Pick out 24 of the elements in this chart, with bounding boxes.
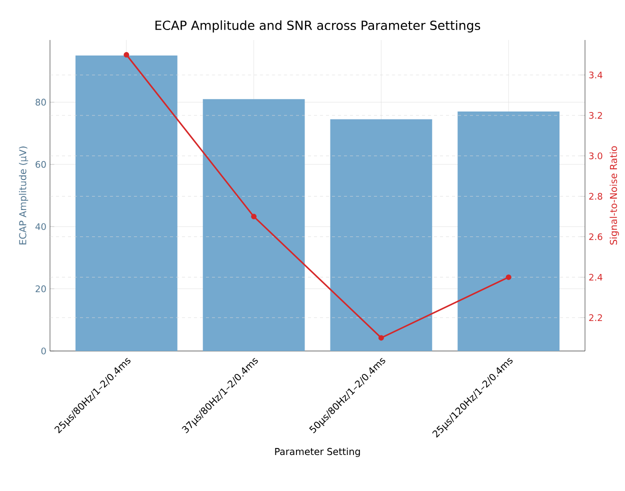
y2-tick-label: 2.8 xyxy=(589,192,602,200)
point xyxy=(251,214,257,220)
y-tick-label: 40 xyxy=(35,223,46,230)
y-tick-label: 0 xyxy=(41,348,46,354)
y2-tick-label: 3.4 xyxy=(589,72,602,78)
point xyxy=(506,274,512,280)
chart-title: ECAP Amplitude and SNR across Parameter Settings xyxy=(155,20,480,32)
y2-tick-label: 3.2 xyxy=(589,112,602,119)
point xyxy=(124,52,130,58)
bar xyxy=(330,119,432,351)
x-axis-title: Parameter Setting xyxy=(275,448,360,457)
y-tick-label: 60 xyxy=(36,160,46,168)
y-tick-label: 80 xyxy=(36,98,46,106)
y2-tick-label: 2.2 xyxy=(589,314,602,321)
y2-axis-title: Signal-to-Noise Ratio xyxy=(610,146,619,245)
y2-tick-label: 3.0 xyxy=(589,152,602,160)
bar xyxy=(202,99,305,351)
bar xyxy=(458,112,560,351)
y2-tick-label: 2.6 xyxy=(589,233,602,240)
point xyxy=(378,335,384,341)
bar xyxy=(75,56,178,351)
y2-tick-label: 2.4 xyxy=(589,274,602,281)
y-axis-title: ECAP Amplitude (µV) xyxy=(18,146,28,244)
y-tick-label: 20 xyxy=(36,285,46,292)
